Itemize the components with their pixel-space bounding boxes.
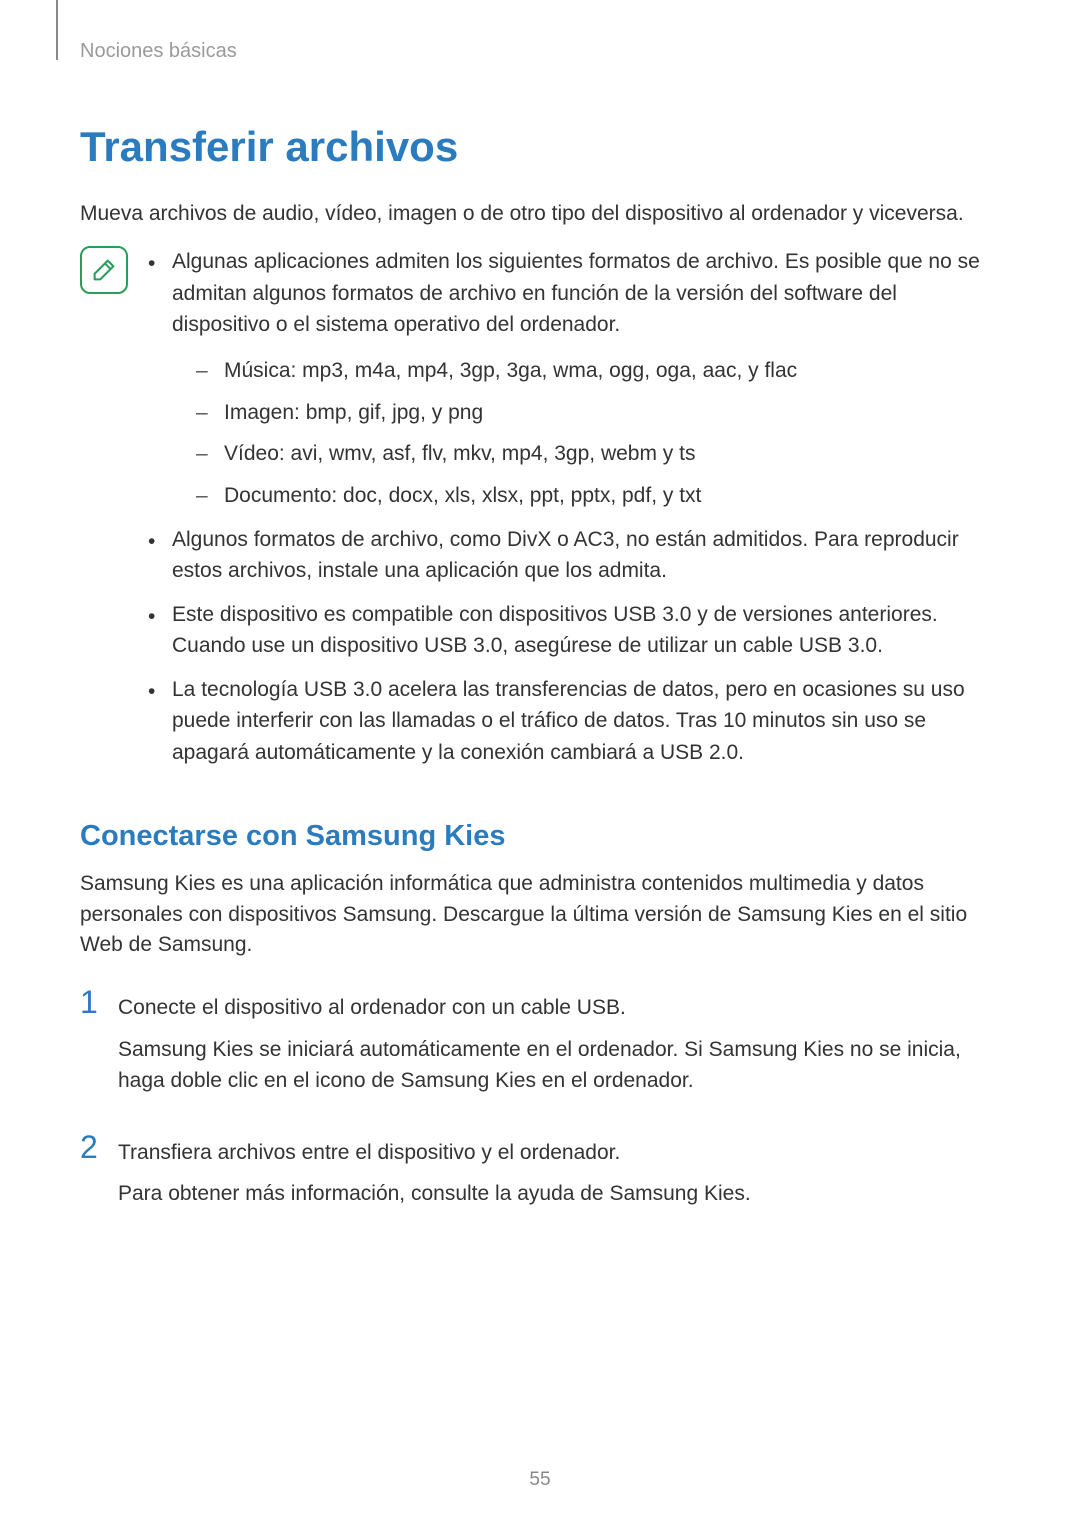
step-line: Conecte el dispositivo al ordenador con … [118, 992, 1000, 1024]
note-icon [80, 246, 128, 294]
note-bullet: • La tecnología USB 3.0 acelera las tran… [148, 674, 1000, 769]
dash-icon: – [196, 478, 224, 514]
step-line: Transfiera archivos entre el dispositivo… [118, 1137, 1000, 1169]
intro-paragraph: Mueva archivos de audio, vídeo, imagen o… [80, 199, 1000, 228]
page-title: Transferir archivos [80, 123, 1000, 171]
sub-bullet: – Música: mp3, m4a, mp4, 3gp, 3ga, wma, … [196, 353, 1000, 389]
bullet-text: Algunos formatos de archivo, como DivX o… [172, 524, 1000, 587]
note-bullet: • Algunos formatos de archivo, como DivX… [148, 524, 1000, 587]
step: 1 Conecte el dispositivo al ordenador co… [80, 986, 1000, 1107]
step-number: 2 [80, 1131, 118, 1163]
note-content: • Algunas aplicaciones admiten los sigui… [148, 246, 1000, 780]
bullet-text: Este dispositivo es compatible con dispo… [172, 599, 1000, 662]
bullet-dot-icon: • [148, 246, 172, 341]
section-intro: Samsung Kies es una aplicación informáti… [80, 869, 1000, 960]
sub-bullet: – Documento: doc, docx, xls, xlsx, ppt, … [196, 478, 1000, 514]
sub-list: – Música: mp3, m4a, mp4, 3gp, 3ga, wma, … [196, 353, 1000, 514]
pencil-note-icon [89, 255, 119, 285]
page-number: 55 [0, 1469, 1080, 1491]
step-line: Para obtener más información, consulte l… [118, 1178, 1000, 1210]
sub-text: Música: mp3, m4a, mp4, 3gp, 3ga, wma, og… [224, 353, 1000, 389]
step: 2 Transfiera archivos entre el dispositi… [80, 1131, 1000, 1220]
bullet-text: Algunas aplicaciones admiten los siguien… [172, 246, 1000, 341]
step-number: 1 [80, 986, 118, 1018]
sub-text: Imagen: bmp, gif, jpg, y png [224, 395, 1000, 431]
dash-icon: – [196, 436, 224, 472]
note-block: • Algunas aplicaciones admiten los sigui… [80, 246, 1000, 780]
bullet-text: La tecnología USB 3.0 acelera las transf… [172, 674, 1000, 769]
step-body: Conecte el dispositivo al ordenador con … [118, 986, 1000, 1107]
dash-icon: – [196, 353, 224, 389]
bullet-dot-icon: • [148, 524, 172, 587]
sub-text: Documento: doc, docx, xls, xlsx, ppt, pp… [224, 478, 1000, 514]
running-header: Nociones básicas [80, 40, 1000, 63]
bullet-dot-icon: • [148, 674, 172, 769]
step-body: Transfiera archivos entre el dispositivo… [118, 1131, 1000, 1220]
bullet-dot-icon: • [148, 599, 172, 662]
step-line: Samsung Kies se iniciará automáticamente… [118, 1034, 1000, 1097]
section-heading: Conectarse con Samsung Kies [80, 820, 1000, 853]
note-bullet: • Algunas aplicaciones admiten los sigui… [148, 246, 1000, 341]
note-bullet: • Este dispositivo es compatible con dis… [148, 599, 1000, 662]
sub-bullet: – Imagen: bmp, gif, jpg, y png [196, 395, 1000, 431]
sub-bullet: – Vídeo: avi, wmv, asf, flv, mkv, mp4, 3… [196, 436, 1000, 472]
sub-text: Vídeo: avi, wmv, asf, flv, mkv, mp4, 3gp… [224, 436, 1000, 472]
dash-icon: – [196, 395, 224, 431]
page-content: Nociones básicas Transferir archivos Mue… [0, 0, 1080, 1527]
